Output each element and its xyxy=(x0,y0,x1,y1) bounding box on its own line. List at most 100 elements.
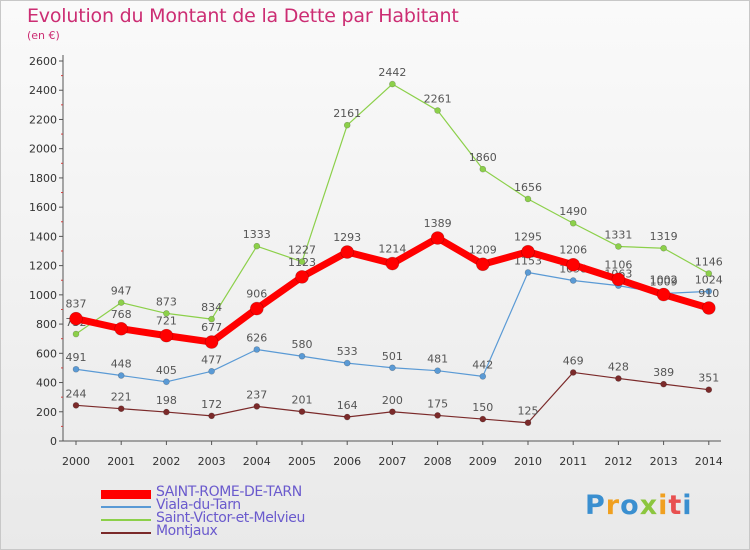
data-point xyxy=(208,367,215,375)
legend-label: Saint-Victor-et-Melvieu xyxy=(156,510,305,526)
data-label: 768 xyxy=(111,308,132,321)
data-label: 244 xyxy=(66,387,87,400)
data-point xyxy=(159,328,174,343)
data-point xyxy=(343,359,351,367)
data-label: 1490 xyxy=(559,205,587,218)
logo-letter: P xyxy=(585,490,606,521)
data-point xyxy=(569,369,577,376)
data-label: 428 xyxy=(608,360,629,373)
data-point xyxy=(566,257,581,272)
data-point xyxy=(117,299,125,306)
data-point xyxy=(117,372,125,379)
logo-letter: r xyxy=(605,490,621,521)
data-point xyxy=(253,403,261,410)
legend-label: Viala-du-Tarn xyxy=(156,497,241,513)
data-label: 200 xyxy=(382,394,403,407)
data-point xyxy=(343,413,351,421)
data-label: 533 xyxy=(337,345,358,358)
legend-label: Montjaux xyxy=(156,523,218,539)
data-label: 947 xyxy=(111,285,132,298)
data-label: 1146 xyxy=(695,256,723,269)
chart-subtitle: (en €) xyxy=(27,29,60,42)
data-point xyxy=(434,367,441,375)
data-point xyxy=(434,412,441,419)
data-label: 481 xyxy=(427,353,448,366)
data-label: 125 xyxy=(518,405,539,418)
x-tick-label: 2000 xyxy=(62,455,90,468)
data-label: 442 xyxy=(472,358,493,371)
data-point xyxy=(208,412,215,420)
data-label: 1002 xyxy=(650,274,678,287)
x-tick-label: 2010 xyxy=(514,455,542,468)
data-point xyxy=(72,365,80,373)
proxiti-logo: Proxiti xyxy=(585,490,693,521)
data-point xyxy=(524,419,532,427)
data-point xyxy=(434,107,441,114)
data-label: 1227 xyxy=(288,244,316,257)
data-point xyxy=(117,405,125,413)
x-tick-label: 2001 xyxy=(107,455,135,468)
data-point xyxy=(521,244,535,259)
data-point xyxy=(705,386,713,394)
data-point xyxy=(114,321,128,336)
data-label: 834 xyxy=(201,301,222,314)
data-point xyxy=(475,257,490,272)
data-point xyxy=(389,364,396,372)
y-tick-label: 2400 xyxy=(29,84,57,97)
data-point xyxy=(611,272,626,287)
y-tick-label: 2600 xyxy=(29,55,57,68)
data-point xyxy=(208,315,215,323)
data-label: 910 xyxy=(698,287,719,300)
data-point xyxy=(72,330,80,338)
y-tick-label: 1200 xyxy=(29,260,57,273)
data-point xyxy=(298,352,306,360)
data-label: 1333 xyxy=(243,228,271,241)
data-label: 1331 xyxy=(604,228,632,241)
logo-letter: x xyxy=(639,490,659,521)
data-point xyxy=(389,80,396,88)
data-label: 405 xyxy=(156,364,177,377)
y-tick-label: 1600 xyxy=(29,201,57,214)
data-label: 1009 xyxy=(650,276,678,289)
x-tick-label: 2012 xyxy=(604,455,632,468)
data-label: 1153 xyxy=(514,254,542,267)
data-label: 448 xyxy=(111,358,132,371)
legend-swatch xyxy=(101,532,151,534)
y-tick-label: 1000 xyxy=(29,289,57,302)
data-point xyxy=(479,165,487,173)
data-point xyxy=(298,408,306,415)
data-label: 501 xyxy=(382,350,403,363)
data-label: 389 xyxy=(653,366,674,379)
data-point xyxy=(660,244,667,252)
x-tick-label: 2011 xyxy=(559,455,587,468)
x-tick-label: 2013 xyxy=(650,455,678,468)
data-label: 198 xyxy=(156,394,177,407)
data-point xyxy=(253,346,261,353)
x-tick-label: 2004 xyxy=(243,455,271,468)
data-point xyxy=(343,121,351,129)
x-tick-label: 2008 xyxy=(424,455,452,468)
y-tick-label: 400 xyxy=(36,377,57,390)
data-point xyxy=(656,287,671,302)
logo-letter: o xyxy=(620,490,640,521)
data-label: 1206 xyxy=(559,244,587,257)
x-tick-label: 2014 xyxy=(695,455,723,468)
data-label: 906 xyxy=(246,288,267,301)
data-label: 626 xyxy=(246,332,267,345)
data-label: 1024 xyxy=(695,273,723,286)
data-point xyxy=(250,301,264,316)
y-tick-label: 2200 xyxy=(29,113,57,126)
logo-letter: t xyxy=(668,490,683,521)
data-label: 1214 xyxy=(378,243,406,256)
y-tick-label: 800 xyxy=(36,318,57,331)
data-label: 491 xyxy=(66,351,87,364)
data-label: 1389 xyxy=(424,217,452,230)
data-point xyxy=(253,242,261,250)
data-label: 172 xyxy=(201,398,222,411)
data-label: 721 xyxy=(156,315,177,328)
data-label: 2261 xyxy=(424,93,452,106)
logo-letter: i xyxy=(682,490,693,521)
data-label: 873 xyxy=(156,295,177,308)
data-label: 201 xyxy=(292,394,313,407)
data-label: 237 xyxy=(246,388,267,401)
